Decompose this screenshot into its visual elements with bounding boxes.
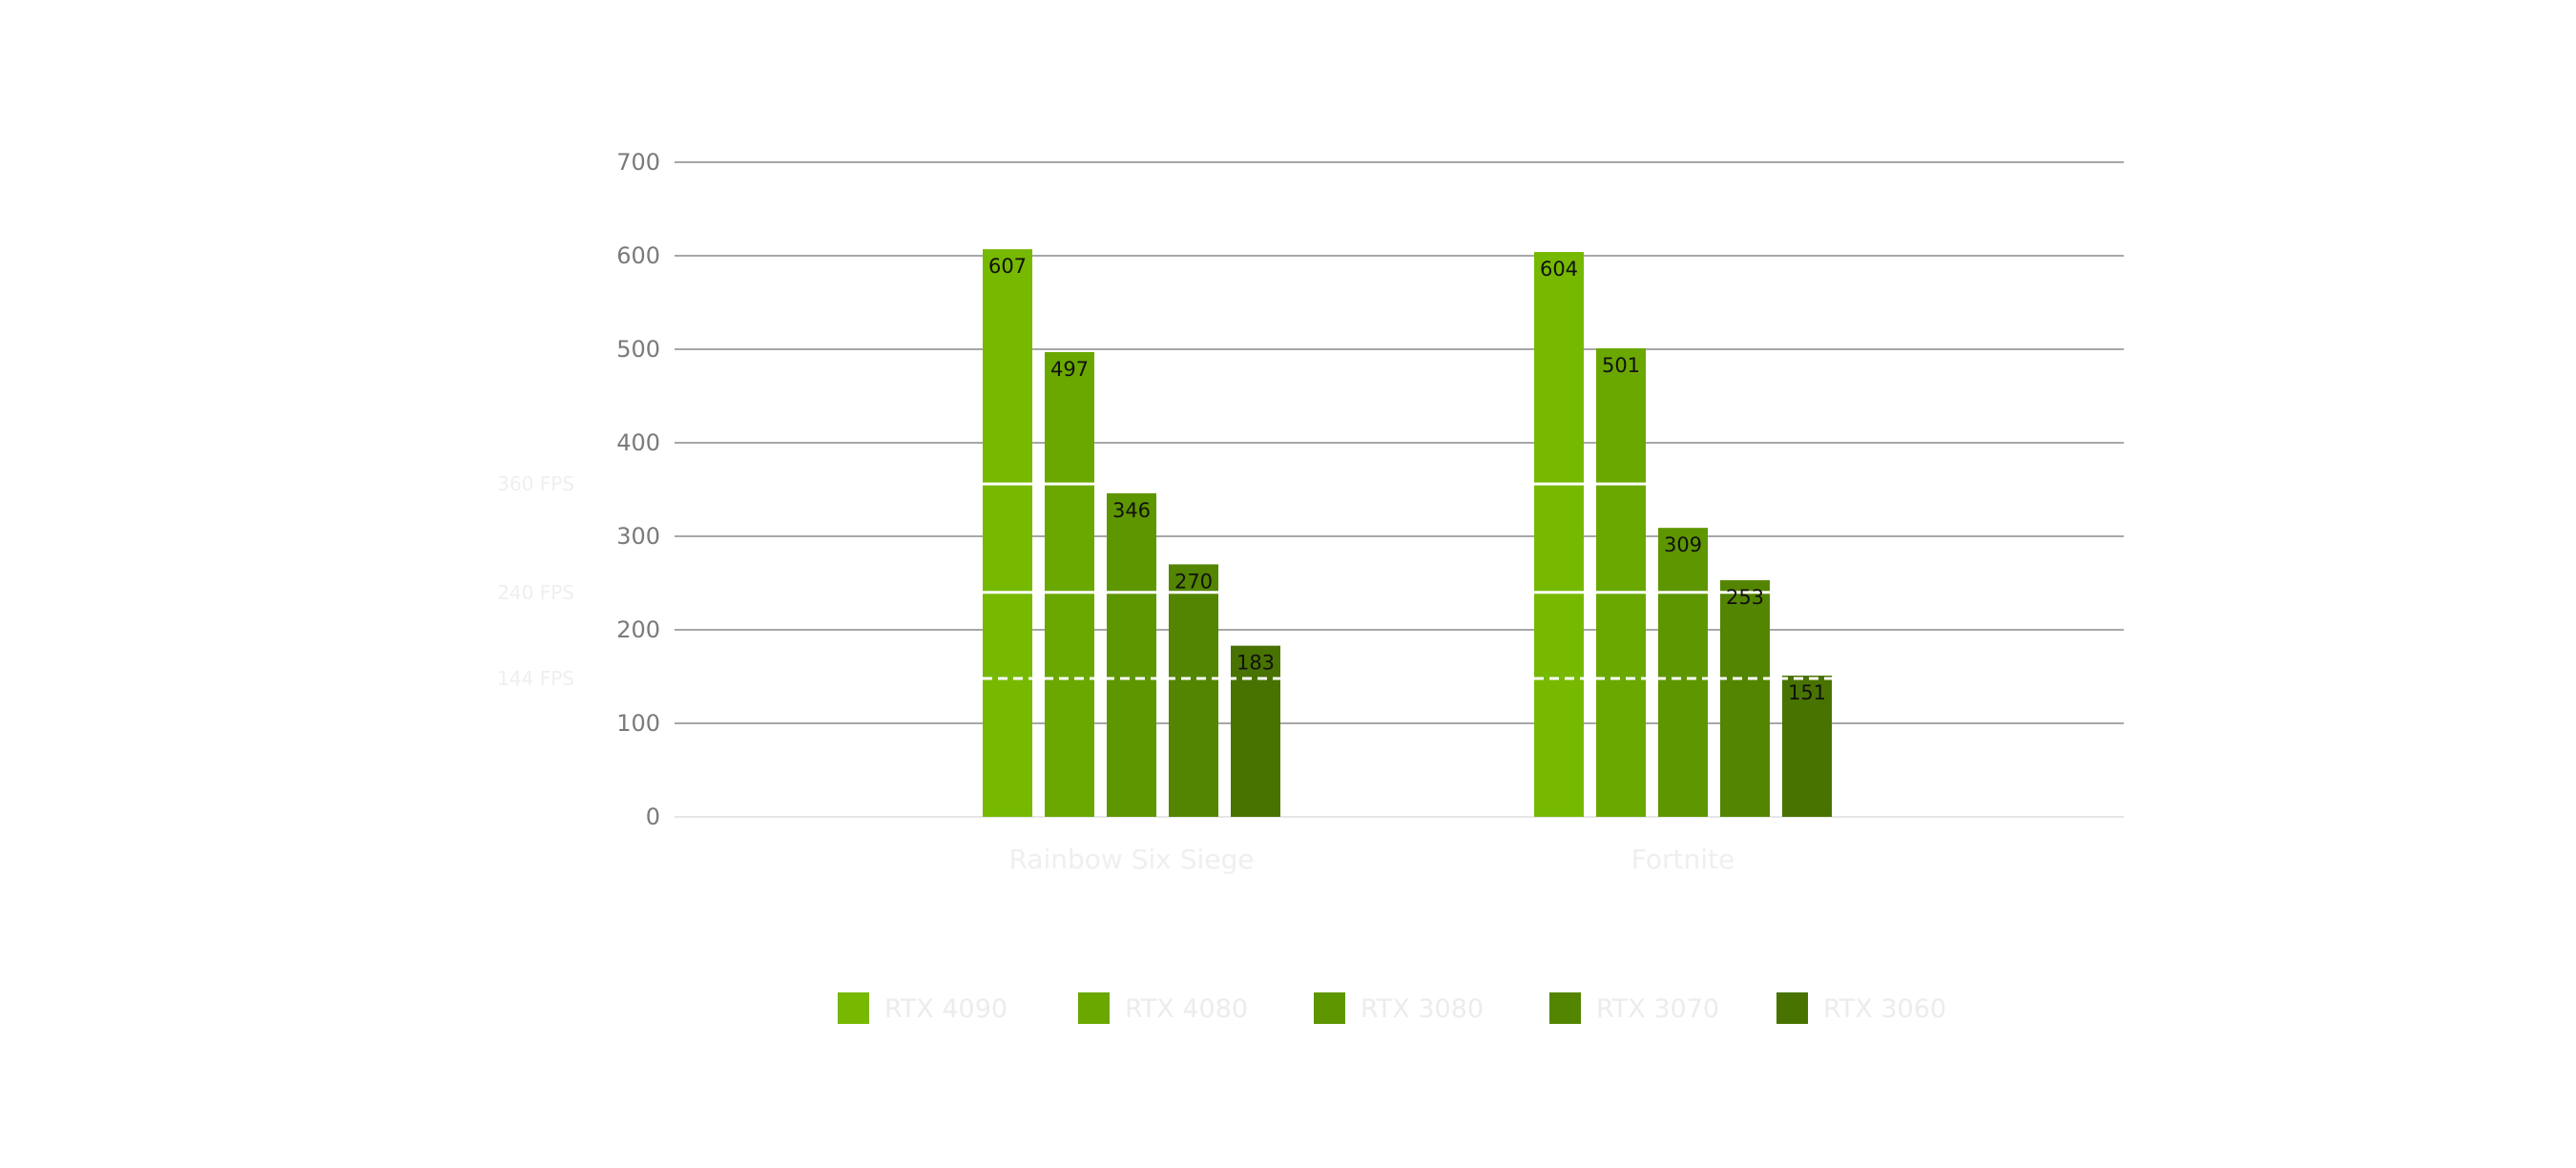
bar xyxy=(1231,645,1280,817)
bar xyxy=(1534,252,1584,818)
bar-value-label: 501 xyxy=(1602,354,1640,377)
axis-labels: 0 100 200 300 400 500 600 700 360 FPS 240 FPS 144 … xyxy=(497,149,1735,875)
legend-swatch xyxy=(838,992,869,1024)
bar-value-label: 253 xyxy=(1726,586,1764,609)
y-tick-label: 500 xyxy=(616,336,660,363)
legend-label: RTX 3060 xyxy=(1823,994,1946,1024)
y-tick-label: 0 xyxy=(646,803,660,830)
bar-value-label: 270 xyxy=(1174,570,1213,593)
y-tick-label: 200 xyxy=(616,616,660,643)
legend: RTX 4090 RTX 4080 RTX 3080 RTX 3070 RTX 3060 xyxy=(838,992,1946,1024)
bar xyxy=(1169,564,1218,817)
x-category-label: Rainbow Six Siege xyxy=(1008,844,1254,875)
legend-label: RTX 4080 xyxy=(1125,994,1248,1024)
y-tick-label: 600 xyxy=(616,242,660,269)
bar xyxy=(1720,580,1770,817)
bar-value-label: 604 xyxy=(1540,258,1578,281)
reference-lines xyxy=(983,482,1832,680)
bars xyxy=(983,249,1832,818)
bar xyxy=(1782,676,1832,817)
legend-swatch xyxy=(1776,992,1808,1024)
legend-label: RTX 3080 xyxy=(1361,994,1484,1024)
reference-line-label: 240 FPS xyxy=(497,581,574,604)
reference-line-label: 360 FPS xyxy=(497,472,574,495)
bar xyxy=(1107,492,1156,817)
y-tick-label: 100 xyxy=(616,710,660,737)
y-tick-label: 300 xyxy=(616,523,660,550)
bar xyxy=(983,249,1032,817)
legend-swatch xyxy=(1078,992,1110,1024)
legend-swatch xyxy=(1549,992,1581,1024)
bar-value-label: 497 xyxy=(1050,358,1089,381)
bar-value-label: 346 xyxy=(1112,499,1151,522)
data-labels: 607 604 497 501 346 309 270 253 183 151 xyxy=(988,255,1826,704)
bar-value-label: 309 xyxy=(1664,533,1702,556)
gridlines xyxy=(675,161,2124,818)
y-tick-label: 700 xyxy=(616,149,660,176)
bar-value-label: 183 xyxy=(1236,652,1275,675)
y-tick-label: 400 xyxy=(616,429,660,456)
bar xyxy=(1658,528,1708,817)
legend-label: RTX 4090 xyxy=(884,994,1008,1024)
x-category-label: Fortnite xyxy=(1631,844,1735,875)
bar xyxy=(1596,348,1646,817)
reference-line-label: 144 FPS xyxy=(497,667,574,690)
bar xyxy=(1045,351,1094,817)
bar-value-label: 607 xyxy=(988,255,1027,278)
legend-label: RTX 3070 xyxy=(1596,994,1719,1024)
bar-value-label: 151 xyxy=(1788,681,1826,704)
legend-swatch xyxy=(1314,992,1345,1024)
